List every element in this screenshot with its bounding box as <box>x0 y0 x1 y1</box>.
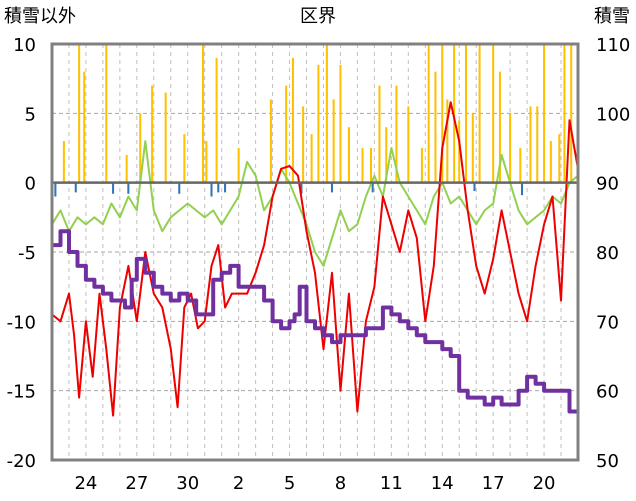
y-left-tick-label: -15 <box>7 382 36 403</box>
negative-bar <box>300 182 303 194</box>
precipitation-bar <box>570 44 573 183</box>
precipitation-bar <box>339 64 342 183</box>
precipitation-bar <box>310 134 313 183</box>
precipitation-bar <box>139 113 142 183</box>
precipitation-bar <box>201 44 205 183</box>
snow-depth-line <box>52 229 578 414</box>
precipitation-bar <box>151 85 154 183</box>
precipitation-bar <box>519 148 522 183</box>
series-lines <box>51 101 579 417</box>
precipitation-bar <box>361 148 364 183</box>
precipitation-bar <box>407 106 410 183</box>
precipitation-bar <box>332 99 335 183</box>
precipitation-bar <box>549 141 552 183</box>
precipitation-bar <box>78 44 81 183</box>
temp-min-line <box>51 140 579 267</box>
precipitation-bar <box>478 44 481 183</box>
chart-title: 区界 <box>300 6 336 27</box>
precipitation-bar <box>291 57 294 183</box>
precipitation-bar <box>441 44 444 183</box>
negative-bar <box>112 182 115 194</box>
x-tick-label: 24 <box>74 473 97 494</box>
y-right-tick-label: 70 <box>596 312 619 333</box>
precipitation-bar <box>369 148 373 183</box>
precipitation-bar <box>492 44 495 183</box>
precipitation-bar <box>498 71 501 183</box>
x-tick-label: 8 <box>335 473 346 494</box>
negative-bar <box>178 182 181 194</box>
negative-bar <box>224 182 227 193</box>
precipitation-bar <box>285 85 288 183</box>
precipitation-bar <box>317 64 320 183</box>
y-right-tick-label: 100 <box>596 104 630 125</box>
plot-frame <box>50 42 580 462</box>
precipitation-bar <box>164 92 167 183</box>
precipitation-bar <box>464 44 468 183</box>
y-right-tick-label: 60 <box>596 382 619 403</box>
plot-border <box>50 42 580 462</box>
precipitation-bar <box>347 127 350 183</box>
precipitation-bar <box>563 44 566 183</box>
precipitation-bar <box>205 141 208 183</box>
precipitation-bar <box>529 106 532 183</box>
negative-bar <box>217 182 220 193</box>
negative-bar <box>54 182 57 197</box>
precipitation-bar <box>125 154 128 183</box>
precipitation-bar <box>237 148 240 183</box>
precipitation-bars <box>54 44 573 197</box>
precipitation-bar <box>83 71 86 183</box>
precipitation-bar <box>302 106 305 183</box>
y-right-tick-label: 90 <box>596 174 619 195</box>
precipitation-bar <box>105 44 108 183</box>
y-left-tick-label: 5 <box>25 104 36 125</box>
precipitation-bar <box>420 148 423 183</box>
precipitation-bar <box>458 120 461 183</box>
negative-bar <box>520 182 524 196</box>
precipitation-bar <box>62 141 65 183</box>
right-axis-title: 積雪 <box>594 6 630 27</box>
precipitation-bar <box>471 113 474 183</box>
negative-bar <box>473 182 476 191</box>
y-left-tick-label: 10 <box>13 35 36 56</box>
precipitation-bar <box>183 134 186 183</box>
y-left-tick-label: -5 <box>18 243 36 264</box>
x-tick-label: 30 <box>176 473 199 494</box>
precipitation-bar <box>558 134 561 183</box>
temp-max-line <box>51 101 579 417</box>
x-tick-label: 27 <box>125 473 148 494</box>
negative-bar <box>371 182 374 193</box>
negative-bar <box>330 182 333 193</box>
y-left-tick-label: 0 <box>25 174 36 195</box>
negative-bar <box>127 182 130 194</box>
x-tick-label: 20 <box>533 473 556 494</box>
y-right-tick-label: 80 <box>596 243 619 264</box>
x-tick-label: 2 <box>233 473 244 494</box>
y-right-tick-label: 110 <box>596 35 630 56</box>
precipitation-bar <box>427 44 430 183</box>
precipitation-bar <box>446 99 449 183</box>
negative-bar <box>210 182 213 197</box>
x-tick-label: 17 <box>482 473 505 494</box>
x-tick-label: 11 <box>380 473 403 494</box>
precipitation-bar <box>385 127 388 183</box>
x-tick-label: 14 <box>431 473 454 494</box>
precipitation-bar <box>215 57 218 183</box>
left-axis-title: 積雪以外 <box>4 6 76 27</box>
precipitation-bar <box>378 85 381 183</box>
precipitation-bar <box>543 44 546 183</box>
precipitation-bar <box>536 106 539 183</box>
negative-bar <box>74 182 77 193</box>
precipitation-bar <box>269 99 272 183</box>
precipitation-bar <box>325 44 328 183</box>
y-left-tick-label: -10 <box>7 312 36 333</box>
precipitation-bar <box>434 71 437 183</box>
y-left-tick-label: -20 <box>7 451 36 472</box>
precipitation-bar <box>509 113 512 183</box>
x-tick-label: 5 <box>284 473 295 494</box>
y-right-tick-label: 50 <box>596 451 619 472</box>
precipitation-bar <box>395 85 398 183</box>
